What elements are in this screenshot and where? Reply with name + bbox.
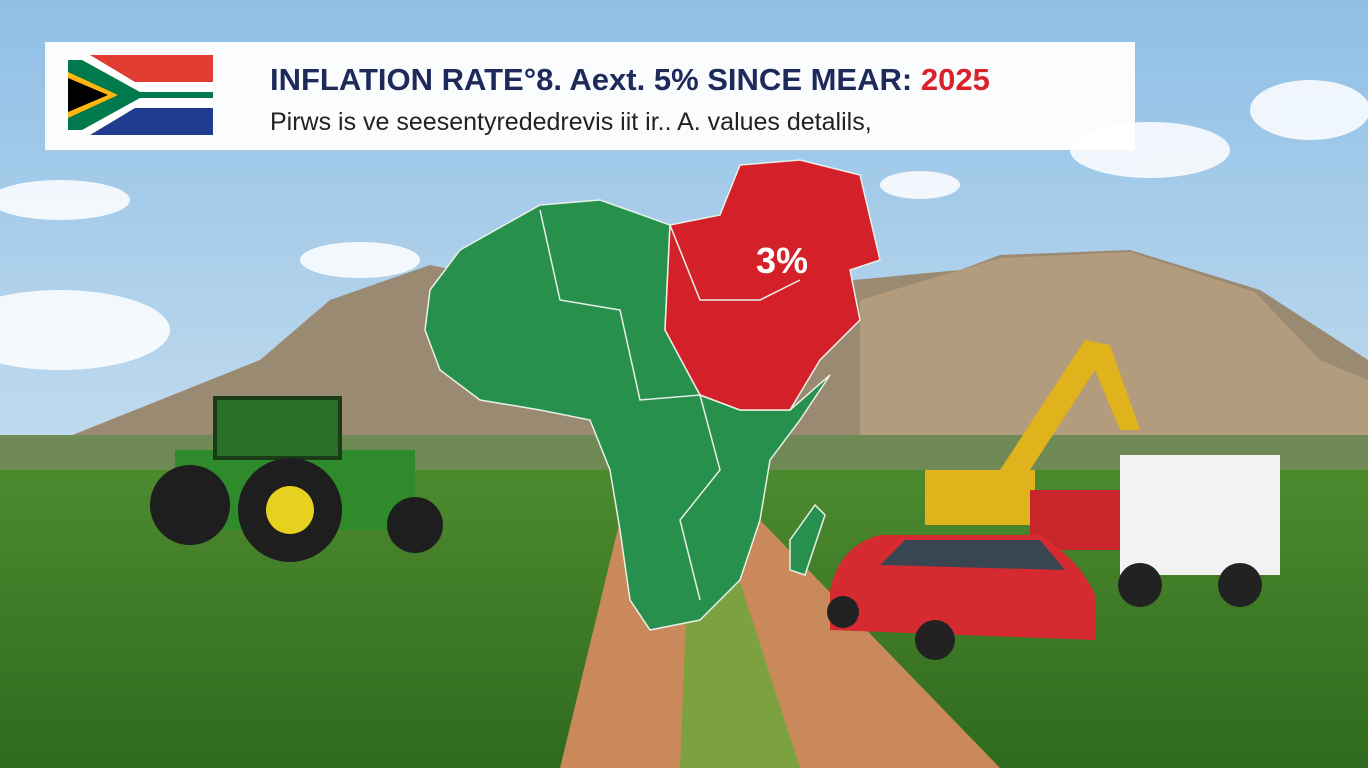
title-text: INFLATION RATE°8. Aext. 5% SINCE MEAR: (270, 62, 912, 97)
map-label: 3% (756, 240, 808, 281)
subtitle: Pirws is ve seesentyrededrevis iit ir.. … (270, 108, 872, 136)
tractor (150, 396, 443, 562)
mountain-cliff (860, 252, 1368, 450)
excavator-truck (925, 340, 1280, 607)
map-borders (539, 209, 721, 601)
flag (68, 55, 213, 135)
banner (45, 42, 1135, 150)
title: INFLATION RATE°8. Aext. 5% SINCE MEAR: 2… (270, 62, 990, 97)
africa-map (424, 159, 881, 631)
clouds (0, 80, 1368, 370)
map-island (789, 503, 826, 576)
car (827, 535, 1095, 660)
map-region-red (664, 159, 881, 411)
title-year: 2025 (921, 62, 990, 97)
map-borders (669, 224, 801, 301)
